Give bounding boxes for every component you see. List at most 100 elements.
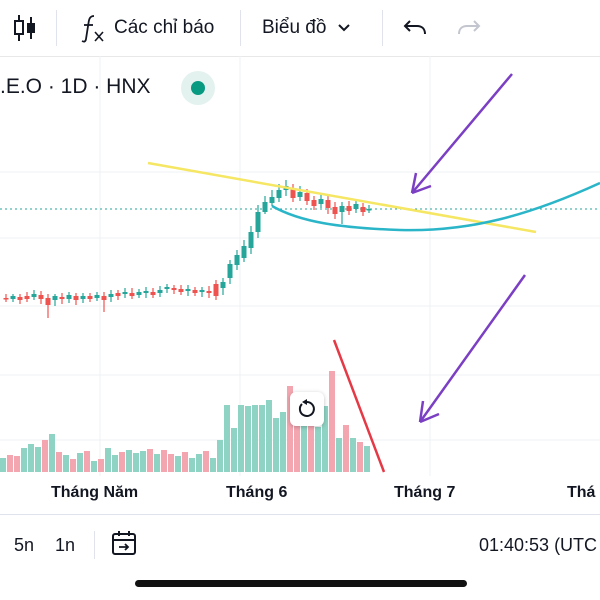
candle-body <box>366 209 372 211</box>
chart-style-button[interactable] <box>12 0 38 56</box>
candle-body <box>269 197 275 203</box>
volume-bar <box>154 454 160 472</box>
volume-bar <box>77 453 83 472</box>
date-range-button[interactable] <box>110 529 138 562</box>
x-axis-label: Tháng 6 <box>226 484 288 501</box>
toolbar-divider <box>382 10 383 46</box>
range-1m-button[interactable]: 1n <box>55 535 76 555</box>
range-5d-button[interactable]: 5n <box>14 535 35 555</box>
price-chart[interactable] <box>0 56 600 482</box>
candle-body <box>115 293 121 296</box>
volume-bar <box>224 405 230 472</box>
candle-body <box>213 284 219 296</box>
volume-bar <box>7 455 13 472</box>
candle-body <box>227 264 233 278</box>
candle-body <box>220 282 226 288</box>
home-indicator <box>135 580 467 587</box>
candle-body <box>304 193 310 201</box>
candle-body <box>45 298 51 305</box>
volume-bar <box>140 451 146 472</box>
candle-body <box>171 288 177 290</box>
volume-bar <box>315 427 321 472</box>
undo-button[interactable] <box>402 0 428 56</box>
candle-body <box>206 291 212 293</box>
volume-bar <box>280 412 286 472</box>
candle-body <box>311 200 317 206</box>
candle-body <box>346 206 352 211</box>
clock-timezone[interactable]: 01:40:53 (UTC <box>479 535 598 555</box>
candle-body <box>73 296 79 300</box>
candle-body <box>262 202 268 212</box>
candle-body <box>318 199 324 204</box>
volume-bar <box>0 458 6 472</box>
date-range-icon <box>112 531 136 555</box>
candle-body <box>31 294 37 297</box>
toolbar-divider <box>240 10 241 46</box>
redo-button[interactable] <box>456 0 482 56</box>
volume-bars <box>0 371 370 472</box>
top-toolbar: Các chỉ báo Biểu đồ <box>0 0 600 57</box>
reset-chart-button[interactable] <box>290 392 324 426</box>
candle-body <box>66 295 72 299</box>
market-status[interactable] <box>181 71 215 105</box>
volume-bar <box>322 406 328 472</box>
volume-bar <box>203 451 209 472</box>
chart-menu-button[interactable]: Biểu đồ <box>262 0 352 56</box>
candlestick-icon <box>14 15 35 41</box>
volume-bar <box>112 455 118 472</box>
symbol-legend[interactable]: .E.O · 1D · HNX <box>0 70 151 104</box>
bottom-toolbar: 5n 1n 01:40:53 (UTC <box>0 514 600 573</box>
redo-icon <box>458 20 481 35</box>
candle-body <box>290 188 296 198</box>
volume-bar <box>329 371 335 472</box>
candle-body <box>360 207 366 212</box>
candle-body <box>59 297 65 299</box>
candle-body <box>241 246 247 258</box>
candle-body <box>10 296 16 299</box>
volume-bar <box>21 448 27 472</box>
volume-bar <box>189 458 195 472</box>
status-dot-icon <box>191 81 205 95</box>
volume-bar <box>266 400 272 472</box>
volume-bar <box>175 456 181 472</box>
volume-bar <box>14 456 20 472</box>
volume-bar <box>105 448 111 472</box>
candle-body <box>178 289 184 292</box>
candle-body <box>108 294 114 297</box>
cup-curve <box>271 181 600 232</box>
trendline <box>147 161 537 234</box>
volume-bar <box>238 405 244 472</box>
candle-body <box>234 255 240 265</box>
chevron-down-icon <box>338 24 351 32</box>
arrow-upper <box>411 73 513 194</box>
volume-bar <box>70 459 76 472</box>
candle-body <box>248 232 254 248</box>
volume-bar <box>42 440 48 472</box>
volume-bar <box>217 440 223 472</box>
candle-body <box>339 206 345 212</box>
volume-bar <box>63 455 69 472</box>
volume-bar <box>350 438 356 472</box>
volume-bar <box>119 452 125 472</box>
undo-icon <box>403 20 426 35</box>
volume-bar <box>210 458 216 472</box>
candle-body <box>164 287 170 289</box>
chart-menu-label: Biểu đồ <box>262 17 327 38</box>
volume-bar <box>259 405 265 472</box>
candle-body <box>87 296 93 299</box>
volume-bar <box>364 446 370 472</box>
volume-bar <box>168 454 174 472</box>
candle-body <box>17 297 23 300</box>
candle-body <box>80 296 86 299</box>
candle-body <box>38 295 44 299</box>
volume-bar <box>91 461 97 472</box>
volume-bar <box>245 406 251 472</box>
candle-body <box>52 296 58 300</box>
candle-body <box>297 192 303 197</box>
arrowhead-upper <box>410 172 432 195</box>
volume-bar <box>49 434 55 472</box>
volume-bar <box>182 452 188 472</box>
candle-body <box>353 204 359 209</box>
volume-bar <box>357 442 363 472</box>
indicators-button[interactable]: Các chỉ báo <box>80 0 214 56</box>
